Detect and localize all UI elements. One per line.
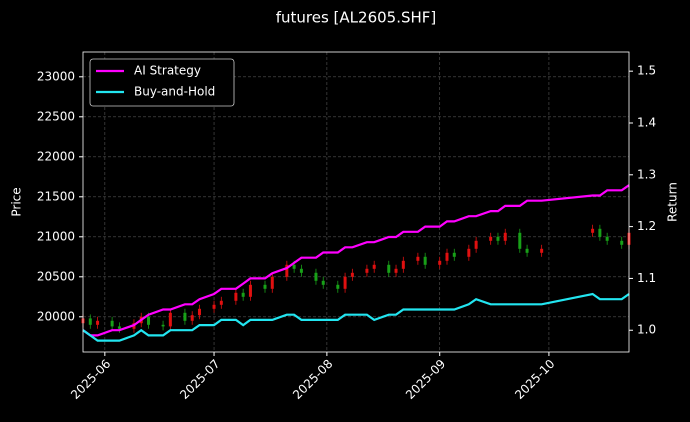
series-line [82,292,630,342]
x-tick-label: 2025-06 [68,357,113,402]
y2-tick-label: 1.0 [637,323,656,337]
candle-body [292,264,296,269]
y-tick-label: 20000 [37,309,75,323]
candle-body [598,228,602,237]
y-tick-label: 21500 [37,189,75,203]
x-tick-label: 2025-08 [290,357,335,402]
candle-body [299,268,303,273]
legend-box [89,58,235,107]
y-tick-label: 23000 [37,69,75,83]
candle-body [183,312,187,321]
candle-body [605,236,609,241]
y-tick-label: 22000 [37,149,75,163]
candle-body [394,268,398,273]
candle-body [96,320,100,325]
candle-body [270,276,274,289]
candle-body [423,256,427,265]
legend-label: Buy-and-Hold [134,85,215,99]
y-tick-label: 21000 [37,229,75,243]
y2-tick-label: 1.5 [637,64,656,78]
candle-body [496,236,500,241]
y2-tick-label: 1.1 [637,271,656,285]
chart-title: futures [AL2605.SHF] [276,9,437,27]
candle-body [591,228,595,233]
candle-body [168,312,172,327]
candle-body [416,256,420,261]
y-tick-label: 20500 [37,269,75,283]
candle-body [212,304,216,309]
plot-frame [82,51,630,353]
candle-body [314,272,318,281]
candle-body [161,324,165,327]
candle-body [438,260,442,265]
candle-body [387,264,391,273]
candle-body [467,248,471,257]
candle-body [117,326,121,329]
candle-body [263,284,267,289]
candle-body [365,268,369,273]
series-line [82,184,630,337]
candle-body [372,264,376,269]
y2-tick-label: 1.3 [637,167,656,181]
candle-body [219,300,223,305]
candle-body [234,292,238,301]
candle-body [110,320,114,327]
candle-body [285,264,289,277]
y-axis-label: Price [10,187,24,216]
candle-body [445,252,449,261]
candle-body [525,248,529,253]
candle-body [452,252,456,257]
candle-body [401,260,405,269]
candle-body [147,316,151,325]
legend-label: AI Strategy [134,64,201,78]
candle-body [620,240,624,245]
x-tick-label: 2025-10 [512,357,557,402]
candle-body [503,232,507,241]
candle-body [343,276,347,289]
candle-body [350,272,354,277]
y2-axis-label: Return [666,182,680,222]
candle-body [88,318,92,325]
candle-body [489,236,493,241]
y-tick-label: 22500 [37,109,75,123]
y2-tick-label: 1.2 [637,219,656,233]
candle-body [474,240,478,249]
y2-tick-label: 1.4 [637,115,656,129]
candle-body [248,284,252,297]
candle-body [197,308,201,316]
candle-body [321,280,325,285]
candle-body [190,315,194,321]
x-tick-label: 2025-09 [403,357,448,402]
x-tick-label: 2025-07 [177,357,222,402]
candle-body [518,232,522,249]
candle-body [241,292,245,297]
candle-body [336,284,340,289]
candle-body [540,248,544,253]
